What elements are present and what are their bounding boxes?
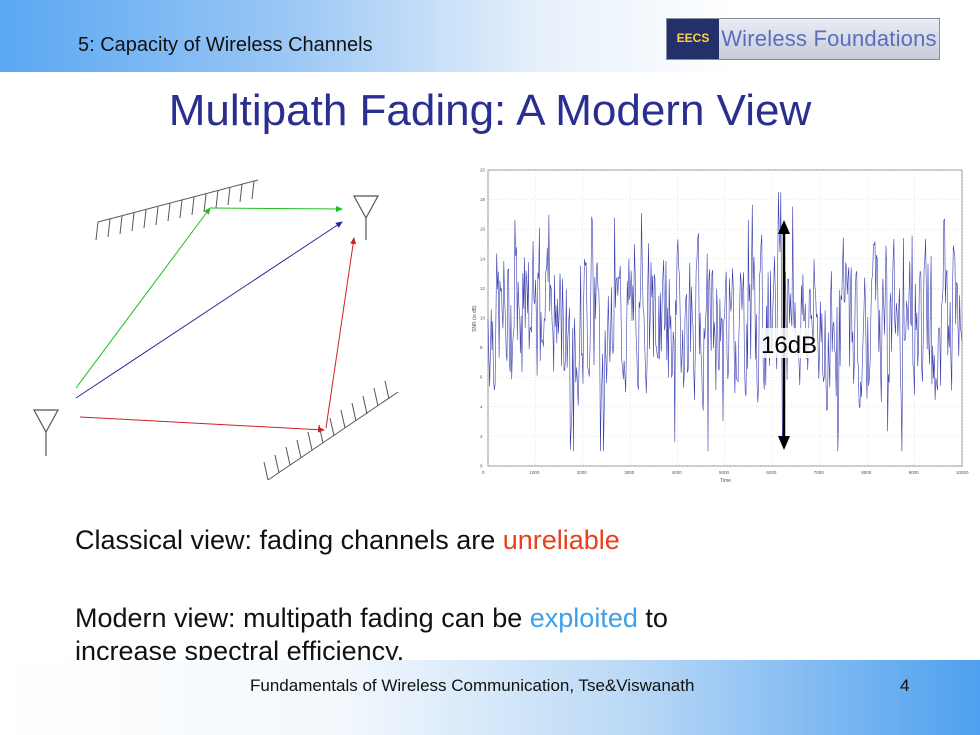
footer-band bbox=[0, 660, 980, 735]
range-label-bg bbox=[762, 328, 812, 358]
range-arrow-down-head bbox=[778, 436, 790, 450]
y-tick-label: 10 bbox=[480, 316, 486, 321]
y-tick-label: 6 bbox=[480, 375, 483, 380]
range-arrow-up-head bbox=[778, 220, 790, 234]
page-number: 4 bbox=[900, 676, 910, 695]
wireless-foundations-logo: EECS Wireless Foundations bbox=[666, 18, 940, 60]
logo-text: Wireless Foundations bbox=[721, 26, 937, 51]
footer-citation: Fundamentals of Wireless Communication, … bbox=[250, 676, 695, 695]
x-tick-label: 5000 bbox=[719, 470, 730, 475]
x-tick-label: 9000 bbox=[909, 470, 920, 475]
snr-plot: 0 1000 2000 3000 4000 5000 6000 7000 8000 9000 100… bbox=[472, 168, 969, 485]
x-tick-label: 2000 bbox=[577, 470, 588, 475]
y-tick-label: 8 bbox=[480, 345, 483, 350]
classical-view-prefix: Classical view: fading channels are bbox=[75, 525, 503, 555]
x-tick-label: 8000 bbox=[861, 470, 872, 475]
x-tick-label: 7000 bbox=[814, 470, 825, 475]
red-path-leg1 bbox=[79, 416, 325, 433]
y-tick-label: 16 bbox=[480, 227, 486, 232]
plot-ylabel: SNR (in dB) bbox=[472, 305, 478, 332]
green-path-leg2 bbox=[209, 205, 343, 212]
classical-view-highlight: unreliable bbox=[502, 525, 620, 555]
y-tick-label: 18 bbox=[480, 197, 486, 202]
x-tick-label: 10000 bbox=[956, 470, 969, 475]
eecs-logo-text: EECS bbox=[676, 31, 710, 46]
section-label: 5: Capacity of Wireless Channels bbox=[78, 34, 373, 56]
transmitter-antenna-icon bbox=[32, 409, 60, 456]
x-tick-label: 1000 bbox=[529, 470, 540, 475]
x-tick-label: 4000 bbox=[672, 470, 683, 475]
y-tick-label: 12 bbox=[480, 286, 486, 291]
y-tick-label: 20 bbox=[480, 168, 486, 173]
modern-view-text: Modern view: multipath fading can be exp… bbox=[75, 603, 668, 634]
red-path-leg2 bbox=[325, 237, 357, 429]
y-tick-label: 0 bbox=[480, 464, 483, 469]
snr-trace bbox=[487, 192, 963, 452]
classical-view-text: Classical view: fading channels are unre… bbox=[75, 525, 620, 556]
modern-view-highlight: exploited bbox=[529, 603, 638, 633]
plot-grid bbox=[487, 169, 963, 467]
modern-view-suffix: to bbox=[637, 603, 668, 633]
top-reflector bbox=[95, 179, 259, 241]
x-tick-label: 0 bbox=[482, 470, 485, 475]
bottom-reflector bbox=[263, 380, 399, 481]
plot-ticks: 0 1000 2000 3000 4000 5000 6000 7000 8000 9000 100… bbox=[480, 168, 969, 476]
x-tick-label: 6000 bbox=[766, 470, 777, 475]
multipath-diagram bbox=[32, 179, 399, 481]
range-label: 16dB bbox=[761, 332, 817, 359]
plot-xlabel: Time bbox=[720, 478, 731, 484]
y-tick-label: 4 bbox=[480, 404, 483, 409]
blue-path bbox=[75, 221, 343, 399]
green-path-leg1 bbox=[75, 207, 211, 389]
x-tick-label: 3000 bbox=[624, 470, 635, 475]
y-tick-label: 2 bbox=[480, 434, 483, 439]
receiver-antenna-icon bbox=[352, 195, 380, 240]
slide-title: Multipath Fading: A Modern View bbox=[168, 86, 812, 135]
modern-view-prefix: Modern view: multipath fading can be bbox=[75, 603, 530, 633]
eecs-logo-mark: EECS bbox=[667, 19, 719, 59]
y-tick-label: 14 bbox=[480, 256, 486, 261]
